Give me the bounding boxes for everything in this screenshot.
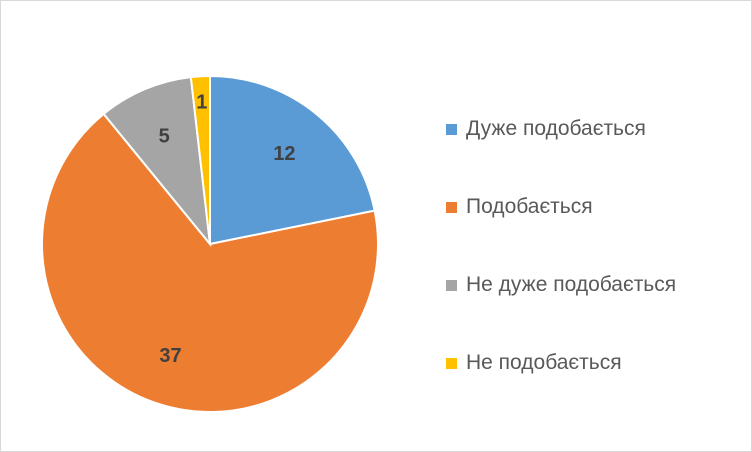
legend-item-dislike: Не подобається [446,343,676,383]
data-label-dislike: 1 [196,91,207,113]
legend-label-not-really-like: Не дуже подобається [466,273,677,296]
legend-item-like: Подобається [446,187,676,227]
legend-label-dislike: Не подобається [466,351,622,374]
data-label-very-like: 12 [273,143,295,165]
data-label-not-really-like: 5 [159,126,170,148]
legend-swatch-like [446,201,457,213]
legend-item-very-like: Дуже подобається [446,109,676,149]
legend-item-not-really-like: Не дуже подобається [446,265,676,305]
pie-slice-like [41,112,379,413]
data-label-like: 37 [159,345,181,367]
pie-slice-not-really-like [102,75,212,248]
legend: Дуже подобається Подобається Не дуже под… [446,109,676,421]
pie-slice-dislike [189,74,211,245]
legend-swatch-very-like [446,123,457,135]
pie-slice-very-like [209,74,376,246]
legend-label-very-like: Дуже подобається [466,117,646,140]
legend-swatch-not-really-like [446,279,457,291]
legend-swatch-dislike [446,357,457,369]
legend-label-like: Подобається [466,195,593,218]
